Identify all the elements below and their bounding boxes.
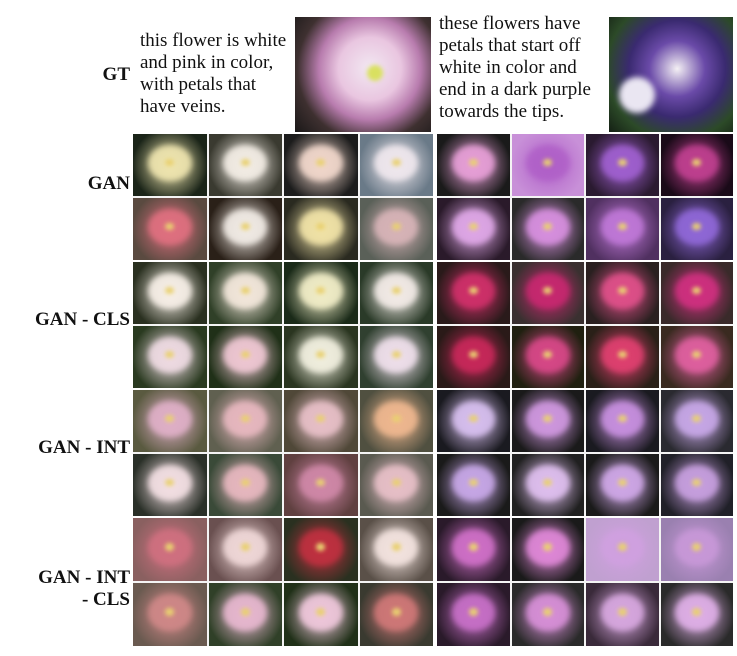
generated-flower-image [359, 326, 433, 388]
generated-flower-image [511, 262, 584, 324]
generated-flower-image [511, 518, 584, 581]
generated-flower-image [660, 454, 733, 516]
generated-flower-image [208, 390, 282, 452]
row-label-gan-int-cls-line1: GAN - INT [38, 567, 130, 588]
grid-gan-int-left [133, 390, 433, 516]
generated-flower-image [660, 518, 733, 581]
grid-gan-int-cls-left [133, 518, 433, 646]
gt-flower-left-center [367, 65, 383, 81]
generated-flower-image [133, 518, 207, 581]
generated-flower-image [359, 198, 433, 260]
generated-flower-image [660, 390, 733, 452]
gt-flower-image-left [295, 17, 431, 132]
generated-flower-image [208, 262, 282, 324]
row-label-gan-int-cls-line2: - CLS [81, 589, 130, 610]
generated-flower-image [133, 326, 207, 388]
generated-flower-image [660, 262, 733, 324]
generated-flower-image [284, 262, 358, 324]
generated-flower-image [586, 390, 659, 452]
generated-flower-image [660, 583, 733, 646]
row-label-gan-int: GAN - INT [38, 437, 130, 458]
generated-flower-image [586, 262, 659, 324]
generated-flower-image [133, 198, 207, 260]
generated-flower-image [208, 134, 282, 196]
generated-flower-image [586, 326, 659, 388]
grid-gan-int-right [437, 390, 733, 516]
generated-flower-image [511, 583, 584, 646]
generated-flower-image [284, 198, 358, 260]
generated-flower-image [437, 583, 510, 646]
generated-flower-image [660, 198, 733, 260]
grid-gan-right [437, 134, 733, 260]
generated-flower-image [586, 583, 659, 646]
grid-gan-int-cls-right [437, 518, 733, 646]
generated-flower-image [133, 262, 207, 324]
generated-flower-image [284, 518, 358, 581]
generated-flower-image [359, 134, 433, 196]
generated-flower-image [511, 454, 584, 516]
gt-caption-left: this flower is white and pink in color, … [140, 30, 287, 117]
generated-flower-image [586, 198, 659, 260]
generated-flower-image [133, 583, 207, 646]
gt-flower-image-right [609, 17, 733, 132]
generated-flower-image [437, 198, 510, 260]
generated-flower-image [437, 326, 510, 388]
generated-flower-image [437, 134, 510, 196]
gt-caption-right: these flowers have petals that start off… [439, 13, 591, 122]
generated-flower-image [284, 454, 358, 516]
generated-flower-image [284, 326, 358, 388]
generated-flower-image [511, 134, 584, 196]
generated-flower-image [133, 390, 207, 452]
generated-flower-image [359, 518, 433, 581]
generated-flower-image [208, 454, 282, 516]
generated-flower-image [359, 454, 433, 516]
generated-flower-image [437, 390, 510, 452]
row-label-gan-cls: GAN - CLS [34, 309, 130, 330]
generated-flower-image [208, 518, 282, 581]
generated-flower-image [586, 454, 659, 516]
generated-flower-image [208, 326, 282, 388]
generated-flower-image [586, 518, 659, 581]
grid-gan-left [133, 134, 433, 260]
generated-flower-image [437, 518, 510, 581]
generated-flower-image [284, 583, 358, 646]
row-label-gan: GAN [87, 173, 130, 194]
generated-flower-image [660, 326, 733, 388]
grid-gan-cls-left [133, 262, 433, 388]
gt-label: GT [102, 64, 130, 85]
generated-flower-image [660, 134, 733, 196]
generated-flower-image [511, 326, 584, 388]
generated-flower-image [133, 454, 207, 516]
generated-flower-image [511, 390, 584, 452]
generated-flower-image [284, 390, 358, 452]
generated-flower-image [284, 134, 358, 196]
generated-flower-image [208, 198, 282, 260]
generated-flower-image [511, 198, 584, 260]
gt-flower-right-petal [619, 77, 655, 113]
grid-gan-cls-right [437, 262, 733, 388]
generated-flower-image [437, 454, 510, 516]
generated-flower-image [359, 390, 433, 452]
generated-flower-image [437, 262, 510, 324]
row-label-gan-int-cls: GAN - INT - CLS [0, 567, 130, 611]
generated-flower-image [359, 583, 433, 646]
generated-flower-image [359, 262, 433, 324]
generated-flower-image [208, 583, 282, 646]
generated-flower-image [586, 134, 659, 196]
generated-flower-image [133, 134, 207, 196]
